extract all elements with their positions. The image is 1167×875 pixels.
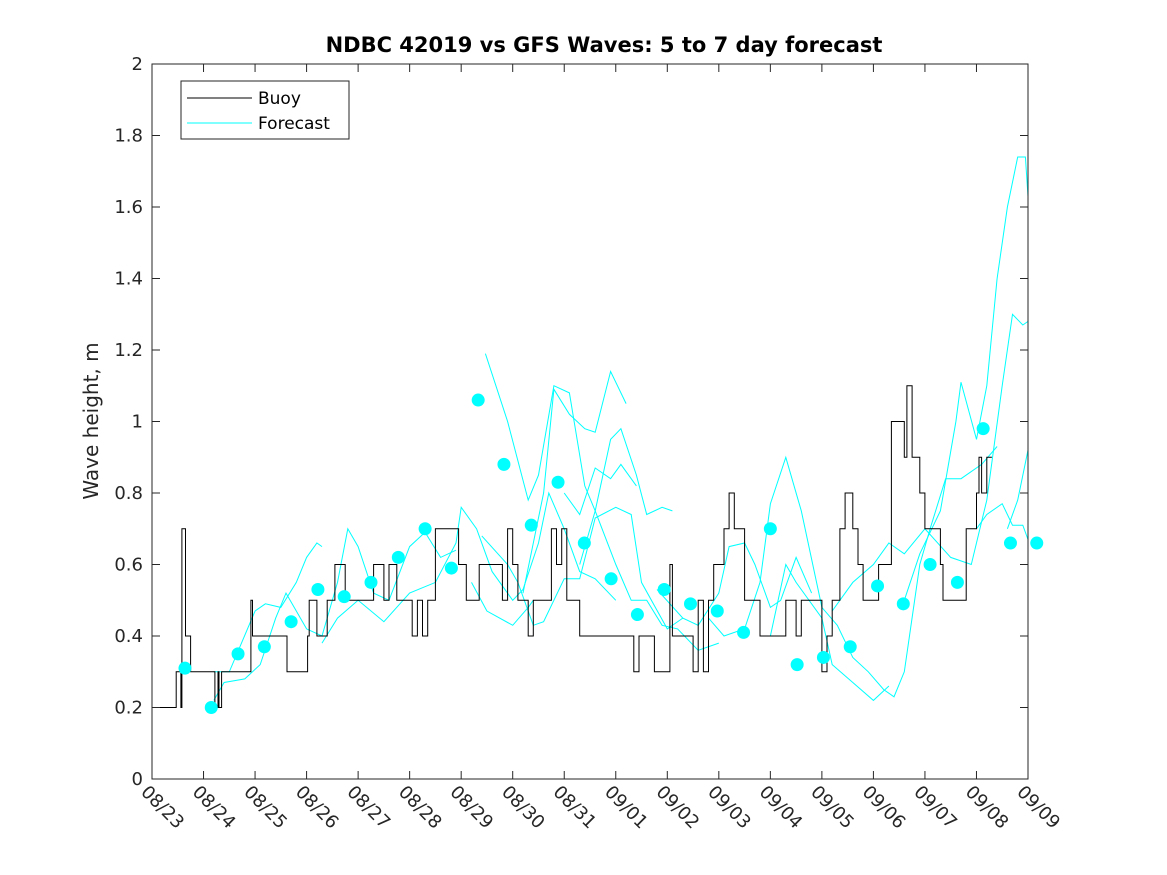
forecast-line-4 bbox=[471, 582, 534, 626]
forecast-point-21 bbox=[737, 625, 751, 639]
forecast-point-9 bbox=[418, 522, 432, 536]
forecast-point-3 bbox=[257, 640, 271, 654]
forecast-point-20 bbox=[710, 604, 724, 618]
forecast-point-1 bbox=[204, 701, 218, 714]
x-tick-label: 08/31 bbox=[549, 782, 601, 834]
forecast-point-5 bbox=[311, 583, 325, 597]
series-layer bbox=[152, 156, 1044, 714]
forecast-point-4 bbox=[284, 615, 298, 629]
x-tick-label: 09/01 bbox=[600, 782, 652, 834]
forecast-point-10 bbox=[444, 561, 458, 575]
forecast-line-1 bbox=[213, 527, 457, 701]
y-tick-label: 1.4 bbox=[114, 269, 143, 290]
forecast-line-15 bbox=[1006, 449, 1029, 529]
x-tick-label: 08/30 bbox=[497, 782, 549, 834]
forecast-point-18 bbox=[657, 583, 671, 597]
forecast-point-14 bbox=[551, 475, 565, 489]
forecast-point-28 bbox=[923, 558, 937, 571]
x-tick-label: 08/24 bbox=[188, 782, 240, 834]
y-axis-label: Wave height, m bbox=[79, 342, 103, 499]
y-tick-label: 1.2 bbox=[114, 340, 143, 361]
x-tick-label: 08/23 bbox=[136, 782, 188, 834]
forecast-point-27 bbox=[896, 597, 910, 611]
forecast-point-8 bbox=[391, 550, 405, 564]
legend-box bbox=[180, 80, 350, 140]
forecast-line-13 bbox=[903, 156, 1029, 601]
forecast-point-16 bbox=[604, 572, 618, 586]
y-tick-label: 0.8 bbox=[114, 483, 143, 504]
x-tick-label: 09/07 bbox=[909, 782, 961, 834]
forecast-point-32 bbox=[1030, 536, 1044, 550]
forecast-line-7 bbox=[563, 463, 637, 516]
x-tick-label: 09/02 bbox=[652, 782, 704, 834]
forecast-line-5 bbox=[484, 353, 673, 516]
forecast-point-30 bbox=[976, 422, 990, 436]
y-tick-label: 1.8 bbox=[114, 126, 143, 147]
forecast-point-11 bbox=[471, 393, 485, 407]
y-tick-label: 2 bbox=[132, 54, 143, 75]
y-tick-label: 0.6 bbox=[114, 555, 143, 576]
y-tick-label: 0 bbox=[132, 769, 143, 790]
legend-label-forecast: Forecast bbox=[258, 114, 330, 134]
buoy-line bbox=[152, 385, 992, 708]
x-tick-label: 09/06 bbox=[858, 782, 910, 834]
forecast-point-0 bbox=[178, 661, 192, 675]
x-tick-label: 08/26 bbox=[291, 782, 343, 834]
plot-area bbox=[152, 64, 1028, 779]
forecast-point-2 bbox=[231, 647, 245, 661]
forecast-line-14 bbox=[976, 502, 1029, 540]
forecast-point-13 bbox=[524, 518, 538, 532]
y-tick-label: 0.4 bbox=[114, 626, 143, 647]
forecast-point-7 bbox=[364, 575, 378, 589]
forecast-point-29 bbox=[950, 575, 964, 589]
forecast-point-19 bbox=[683, 597, 697, 611]
x-tick-label: 09/04 bbox=[755, 782, 807, 834]
x-tick-label: 08/29 bbox=[446, 782, 498, 834]
x-tick-label: 08/27 bbox=[343, 782, 395, 834]
forecast-point-31 bbox=[1003, 536, 1017, 550]
forecast-point-24 bbox=[816, 650, 830, 664]
forecast-point-25 bbox=[843, 640, 857, 654]
y-tick-label: 1.6 bbox=[114, 197, 143, 218]
x-tick-label: 09/05 bbox=[806, 782, 858, 834]
x-tick-label: 09/03 bbox=[703, 782, 755, 834]
y-tick-label: 1 bbox=[132, 412, 143, 433]
forecast-line-6 bbox=[522, 370, 627, 594]
x-tick-label: 09/09 bbox=[1012, 782, 1064, 834]
legend: Buoy Forecast bbox=[180, 80, 350, 140]
x-tick-label: 08/28 bbox=[394, 782, 446, 834]
legend-label-buoy: Buoy bbox=[258, 89, 301, 109]
forecast-point-26 bbox=[871, 579, 885, 593]
chart-title: NDBC 42019 vs GFS Waves: 5 to 7 day fore… bbox=[326, 33, 883, 57]
forecast-point-22 bbox=[763, 522, 777, 536]
forecast-line-8 bbox=[579, 509, 719, 651]
forecast-point-23 bbox=[790, 658, 804, 672]
forecast-point-15 bbox=[577, 536, 591, 550]
y-tick-label: 0.2 bbox=[114, 698, 143, 719]
forecast-point-6 bbox=[337, 590, 351, 604]
x-tick-label: 09/08 bbox=[961, 782, 1013, 834]
forecast-line-10 bbox=[708, 446, 998, 698]
forecast-point-17 bbox=[630, 608, 644, 622]
forecast-line-12 bbox=[831, 313, 1029, 612]
forecast-point-12 bbox=[497, 457, 511, 471]
x-tick-label: 08/25 bbox=[240, 782, 292, 834]
